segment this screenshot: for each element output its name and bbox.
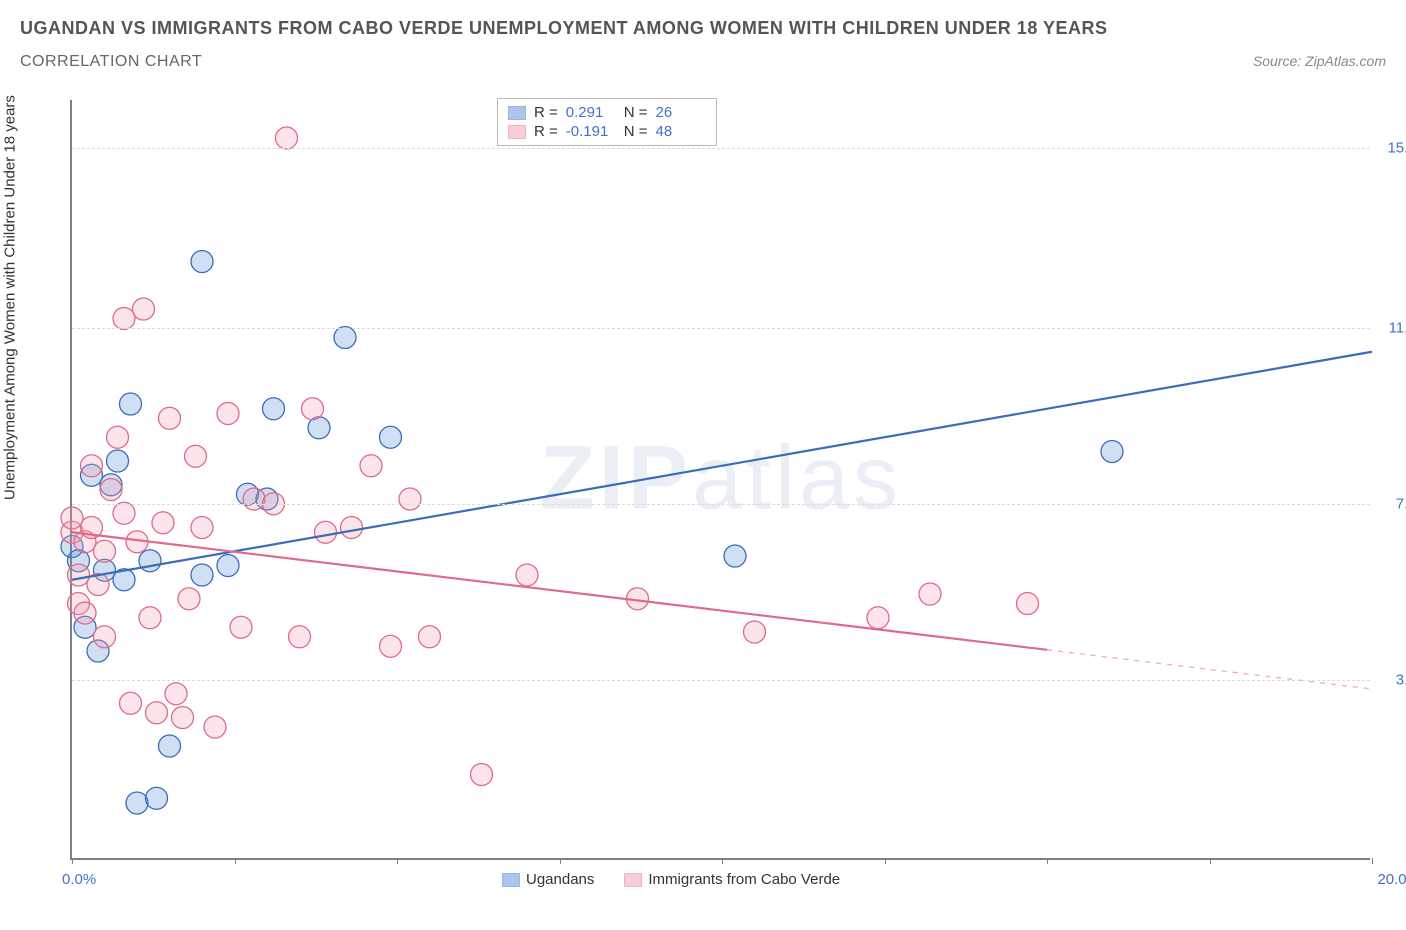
grid-line [72, 148, 1370, 149]
legend-item-cabo-verde: Immigrants from Cabo Verde [624, 871, 840, 888]
legend-label-ugandans: Ugandans [526, 871, 594, 888]
scatter-point [419, 626, 441, 648]
n-value-cabo-verde: 48 [656, 123, 706, 140]
scatter-point [380, 426, 402, 448]
scatter-point [81, 455, 103, 477]
r-value-ugandans: 0.291 [566, 104, 616, 121]
scatter-point [120, 393, 142, 415]
legend-label-cabo-verde: Immigrants from Cabo Verde [648, 871, 840, 888]
scatter-point [399, 488, 421, 510]
scatter-point [315, 521, 337, 543]
scatter-point [341, 517, 363, 539]
scatter-point [94, 626, 116, 648]
scatter-point [139, 607, 161, 629]
source-text: Source: ZipAtlas.com [1253, 53, 1386, 69]
chart-title: UGANDAN VS IMMIGRANTS FROM CABO VERDE UN… [20, 18, 1386, 39]
scatter-point [1017, 593, 1039, 615]
scatter-point [243, 488, 265, 510]
scatter-point [919, 583, 941, 605]
chart-subtitle: CORRELATION CHART [20, 53, 202, 71]
scatter-point [113, 308, 135, 330]
scatter-point [204, 716, 226, 738]
scatter-point [191, 564, 213, 586]
scatter-point [74, 602, 96, 624]
y-tick-label: 11.2% [1375, 320, 1406, 337]
scatter-point [61, 507, 83, 529]
scatter-point [744, 621, 766, 643]
scatter-point [159, 735, 181, 757]
grid-line [72, 328, 1370, 329]
x-tick [722, 858, 723, 864]
scatter-point [100, 479, 122, 501]
scatter-point [126, 792, 148, 814]
r-value-cabo-verde: -0.191 [566, 123, 616, 140]
plot-area: ZIPatlas R = 0.291 N = 26 R = -0.191 N =… [70, 100, 1370, 860]
bottom-legend: Ugandans Immigrants from Cabo Verde [502, 871, 840, 888]
swatch-cabo-verde [508, 125, 526, 139]
regression-line [72, 532, 1047, 650]
x-tick [885, 858, 886, 864]
x-tick [1372, 858, 1373, 864]
x-tick [1210, 858, 1211, 864]
swatch-ugandans [508, 106, 526, 120]
grid-line [72, 680, 1370, 681]
x-tick [560, 858, 561, 864]
legend-swatch-ugandans [502, 873, 520, 887]
legend-item-ugandans: Ugandans [502, 871, 594, 888]
scatter-point [217, 403, 239, 425]
grid-line [72, 504, 1370, 505]
chart-container: Unemployment Among Women with Children U… [20, 100, 1386, 910]
scatter-point [334, 327, 356, 349]
y-tick-label: 3.8% [1375, 671, 1406, 688]
y-tick-label: 7.5% [1375, 495, 1406, 512]
scatter-point [360, 455, 382, 477]
scatter-point [230, 616, 252, 638]
title-area: UGANDAN VS IMMIGRANTS FROM CABO VERDE UN… [0, 0, 1406, 71]
scatter-point [471, 764, 493, 786]
scatter-point [380, 635, 402, 657]
scatter-point [133, 298, 155, 320]
x-axis-max-label: 20.0% [1377, 871, 1406, 888]
scatter-svg [72, 100, 1370, 858]
y-tick-label: 15.0% [1375, 139, 1406, 156]
scatter-point [191, 517, 213, 539]
regression-line-dashed [1047, 650, 1372, 689]
scatter-point [289, 626, 311, 648]
scatter-point [867, 607, 889, 629]
x-tick [397, 858, 398, 864]
y-axis-label: Unemployment Among Women with Children U… [2, 95, 19, 500]
scatter-point [302, 398, 324, 420]
scatter-point [172, 707, 194, 729]
x-axis-min-label: 0.0% [62, 871, 96, 888]
scatter-point [113, 502, 135, 524]
scatter-point [159, 407, 181, 429]
stats-row-ugandans: R = 0.291 N = 26 [508, 103, 706, 122]
scatter-point [107, 450, 129, 472]
stats-row-cabo-verde: R = -0.191 N = 48 [508, 122, 706, 141]
scatter-point [276, 127, 298, 149]
scatter-point [94, 540, 116, 562]
scatter-point [185, 445, 207, 467]
scatter-point [107, 426, 129, 448]
scatter-point [516, 564, 538, 586]
scatter-point [120, 692, 142, 714]
scatter-point [68, 564, 90, 586]
scatter-point [178, 588, 200, 610]
x-tick [235, 858, 236, 864]
scatter-point [152, 512, 174, 534]
x-tick [72, 858, 73, 864]
x-tick [1047, 858, 1048, 864]
scatter-point [165, 683, 187, 705]
scatter-point [146, 787, 168, 809]
scatter-point [263, 398, 285, 420]
scatter-point [724, 545, 746, 567]
scatter-point [1101, 441, 1123, 463]
scatter-point [191, 251, 213, 273]
regression-line [72, 352, 1372, 580]
legend-swatch-cabo-verde [624, 873, 642, 887]
n-value-ugandans: 26 [656, 104, 706, 121]
stats-box: R = 0.291 N = 26 R = -0.191 N = 48 [497, 98, 717, 146]
scatter-point [217, 555, 239, 577]
scatter-point [146, 702, 168, 724]
